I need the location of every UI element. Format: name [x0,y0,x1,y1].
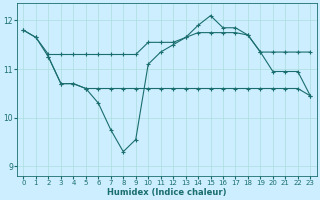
X-axis label: Humidex (Indice chaleur): Humidex (Indice chaleur) [107,188,227,197]
